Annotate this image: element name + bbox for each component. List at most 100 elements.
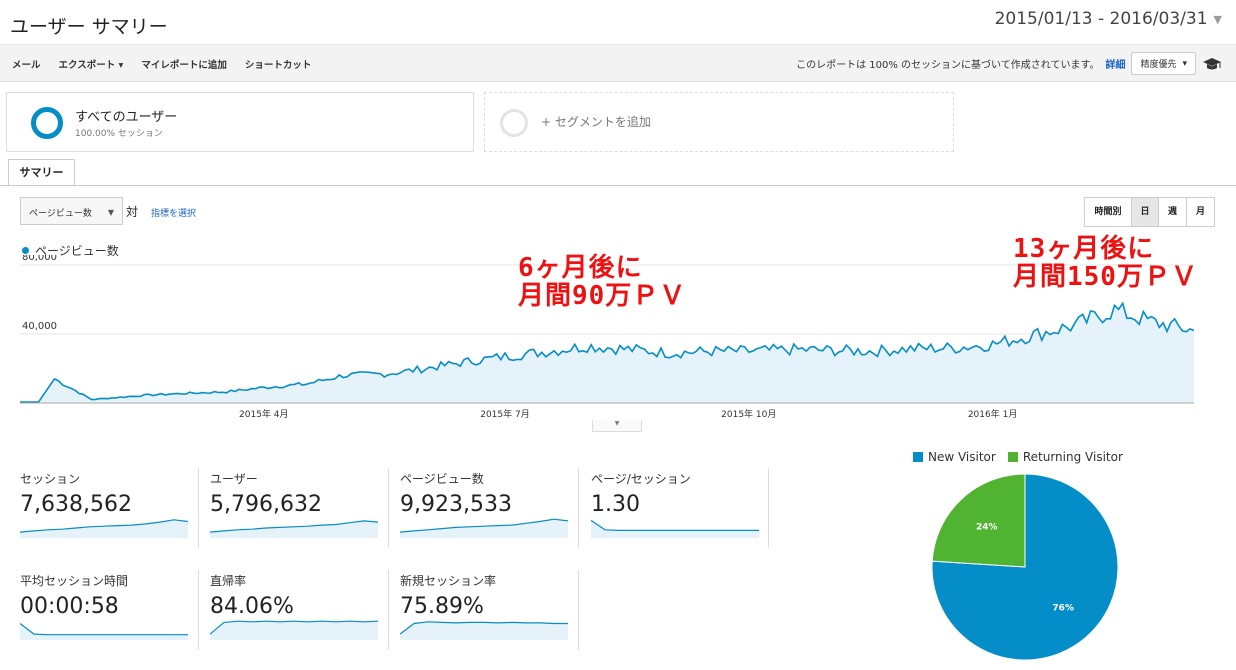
page-title: ユーザー サマリー xyxy=(10,16,168,38)
time-month-button[interactable]: 月 xyxy=(1186,197,1215,227)
x-tick-label: 2015年 4月 xyxy=(239,408,289,420)
segment-all-users[interactable]: すべてのユーザー 100.00% セッション xyxy=(6,92,474,152)
date-range-picker[interactable]: 2015/01/13 - 2016/03/31 ▼ xyxy=(995,9,1222,29)
pie-legend: New Visitor Returning Visitor xyxy=(913,450,1123,464)
sparkline xyxy=(591,519,759,538)
x-tick-label: 2015年 7月 xyxy=(480,408,530,420)
detail-link[interactable]: 詳細 xyxy=(1105,60,1126,71)
stat-label: 平均セッション時間 xyxy=(20,574,129,588)
sparkline-area xyxy=(20,623,188,640)
precision-label: 精度優先 xyxy=(1140,60,1177,70)
collapse-chart-toggle[interactable]: ▼ xyxy=(592,420,642,432)
stat-divider xyxy=(198,468,199,548)
sparkline xyxy=(20,623,188,640)
legend-returning-visitor-label: Returning Visitor xyxy=(1022,450,1123,464)
metric-select[interactable]: ページビュー数 ▼ xyxy=(20,197,123,225)
sparkline xyxy=(210,520,378,538)
metric-select-value: ページビュー数 xyxy=(29,209,92,219)
sparkline-line xyxy=(400,621,568,635)
stat-pages-per-session: ページ/セッション 1.30 xyxy=(591,470,781,550)
tab-divider xyxy=(0,185,1236,186)
time-week-button[interactable]: 週 xyxy=(1158,197,1187,227)
chevron-down-icon: ▾ xyxy=(1182,58,1187,69)
segment-name: すべてのユーザー xyxy=(75,110,178,125)
sparkline xyxy=(210,620,378,640)
stat-label: ページビュー数 xyxy=(400,472,484,486)
sparkline xyxy=(20,519,188,538)
stat-new-session-rate: 新規セッション率 75.89% xyxy=(400,572,590,652)
stat-value: 75.89% xyxy=(400,594,484,619)
sparkline-area xyxy=(400,621,568,640)
chevron-down-icon: ▼ xyxy=(107,208,114,217)
add-segment-button[interactable]: + セグメントを追加 xyxy=(484,92,954,152)
chevron-down-icon: ▼ xyxy=(1213,12,1222,26)
legend-new-visitor[interactable]: New Visitor xyxy=(913,450,996,464)
stat-divider xyxy=(578,468,579,548)
stat-label: 新規セッション率 xyxy=(400,574,497,588)
stat-value: 00:00:58 xyxy=(20,594,119,619)
segment-subtext: 100.00% セッション xyxy=(75,129,163,139)
pie-slice-new-visitor xyxy=(931,473,1119,661)
stat-label: 直帰率 xyxy=(210,574,247,588)
shortcut-button[interactable]: ショートカット xyxy=(244,60,312,71)
precision-dropdown[interactable]: 精度優先 ▾ xyxy=(1131,52,1196,75)
sparkline-line xyxy=(20,519,188,533)
segment-ring-icon xyxy=(31,107,63,139)
sparkline-area xyxy=(591,520,759,538)
stat-bounce-rate: 直帰率 84.06% xyxy=(210,572,400,652)
tab-summary[interactable]: サマリー xyxy=(8,159,75,186)
stat-avg-session-duration: 平均セッション時間 00:00:58 xyxy=(20,572,210,652)
report-toolbar: メール エクスポート ▾ マイレポートに追加 ショートカット このレポートは 1… xyxy=(0,44,1236,82)
pie-slice-returning-visitor xyxy=(931,473,1026,568)
time-hourly-button[interactable]: 時間別 xyxy=(1084,197,1132,227)
annotation-13-months: 13ヶ月後に 月間150万ＰＶ xyxy=(1013,234,1198,292)
sparkline-area xyxy=(20,519,188,538)
stat-sessions: セッション 7,638,562 xyxy=(20,470,210,550)
sparkline-line xyxy=(591,519,759,531)
series-area xyxy=(20,303,1194,403)
select-metric-link[interactable]: 指標を選択 xyxy=(151,209,197,219)
x-tick-label: 2016年 1月 xyxy=(968,408,1018,420)
stat-divider xyxy=(768,468,769,548)
sparkline-line xyxy=(210,520,378,533)
sparkline xyxy=(400,621,568,640)
stat-value: 84.06% xyxy=(210,594,294,619)
sparkline-line xyxy=(20,623,188,636)
stat-value: 9,923,533 xyxy=(400,492,512,517)
legend-swatch xyxy=(913,452,923,462)
sparkline-line xyxy=(210,620,378,635)
stat-divider xyxy=(578,570,579,650)
sparkline xyxy=(400,518,568,538)
stat-divider xyxy=(388,570,389,650)
time-day-button[interactable]: 日 xyxy=(1131,197,1159,227)
vs-label: 対 xyxy=(126,205,139,219)
series-line xyxy=(20,301,1195,403)
add-to-dashboard-button[interactable]: マイレポートに追加 xyxy=(141,60,227,71)
legend-new-visitor-label: New Visitor xyxy=(928,450,996,464)
stat-pageviews: ページビュー数 9,923,533 xyxy=(400,470,590,550)
sparkline-line xyxy=(400,518,568,533)
add-segment-label: + セグメントを追加 xyxy=(541,115,651,129)
legend-swatch xyxy=(1007,452,1018,462)
time-granularity-group: 時間別 日 週 月 xyxy=(1084,197,1215,227)
graduation-cap-icon[interactable] xyxy=(1202,57,1222,71)
empty-segment-icon xyxy=(500,109,528,137)
pie-slice-label: 24% xyxy=(976,522,998,532)
email-button[interactable]: メール xyxy=(12,60,41,71)
y-tick-label: 40,000 xyxy=(22,321,57,332)
sparkline-area xyxy=(210,520,378,538)
export-button[interactable]: エクスポート ▾ xyxy=(58,60,124,71)
pie-slice-label: 76% xyxy=(1052,604,1074,614)
stat-divider xyxy=(198,570,199,650)
stat-value: 7,638,562 xyxy=(20,492,132,517)
stat-label: ページ/セッション xyxy=(591,472,691,486)
y-tick-label: 80,000 xyxy=(22,255,57,263)
stat-label: セッション xyxy=(20,472,81,486)
stat-value: 5,796,632 xyxy=(210,492,322,517)
date-range-text: 2015/01/13 - 2016/03/31 xyxy=(994,9,1208,29)
x-tick-label: 2015年 10月 xyxy=(721,408,776,420)
stat-label: ユーザー xyxy=(210,472,258,486)
sparkline-area xyxy=(400,519,568,538)
legend-returning-visitor[interactable]: Returning Visitor xyxy=(1007,450,1123,464)
series-legend-dot xyxy=(22,247,29,254)
